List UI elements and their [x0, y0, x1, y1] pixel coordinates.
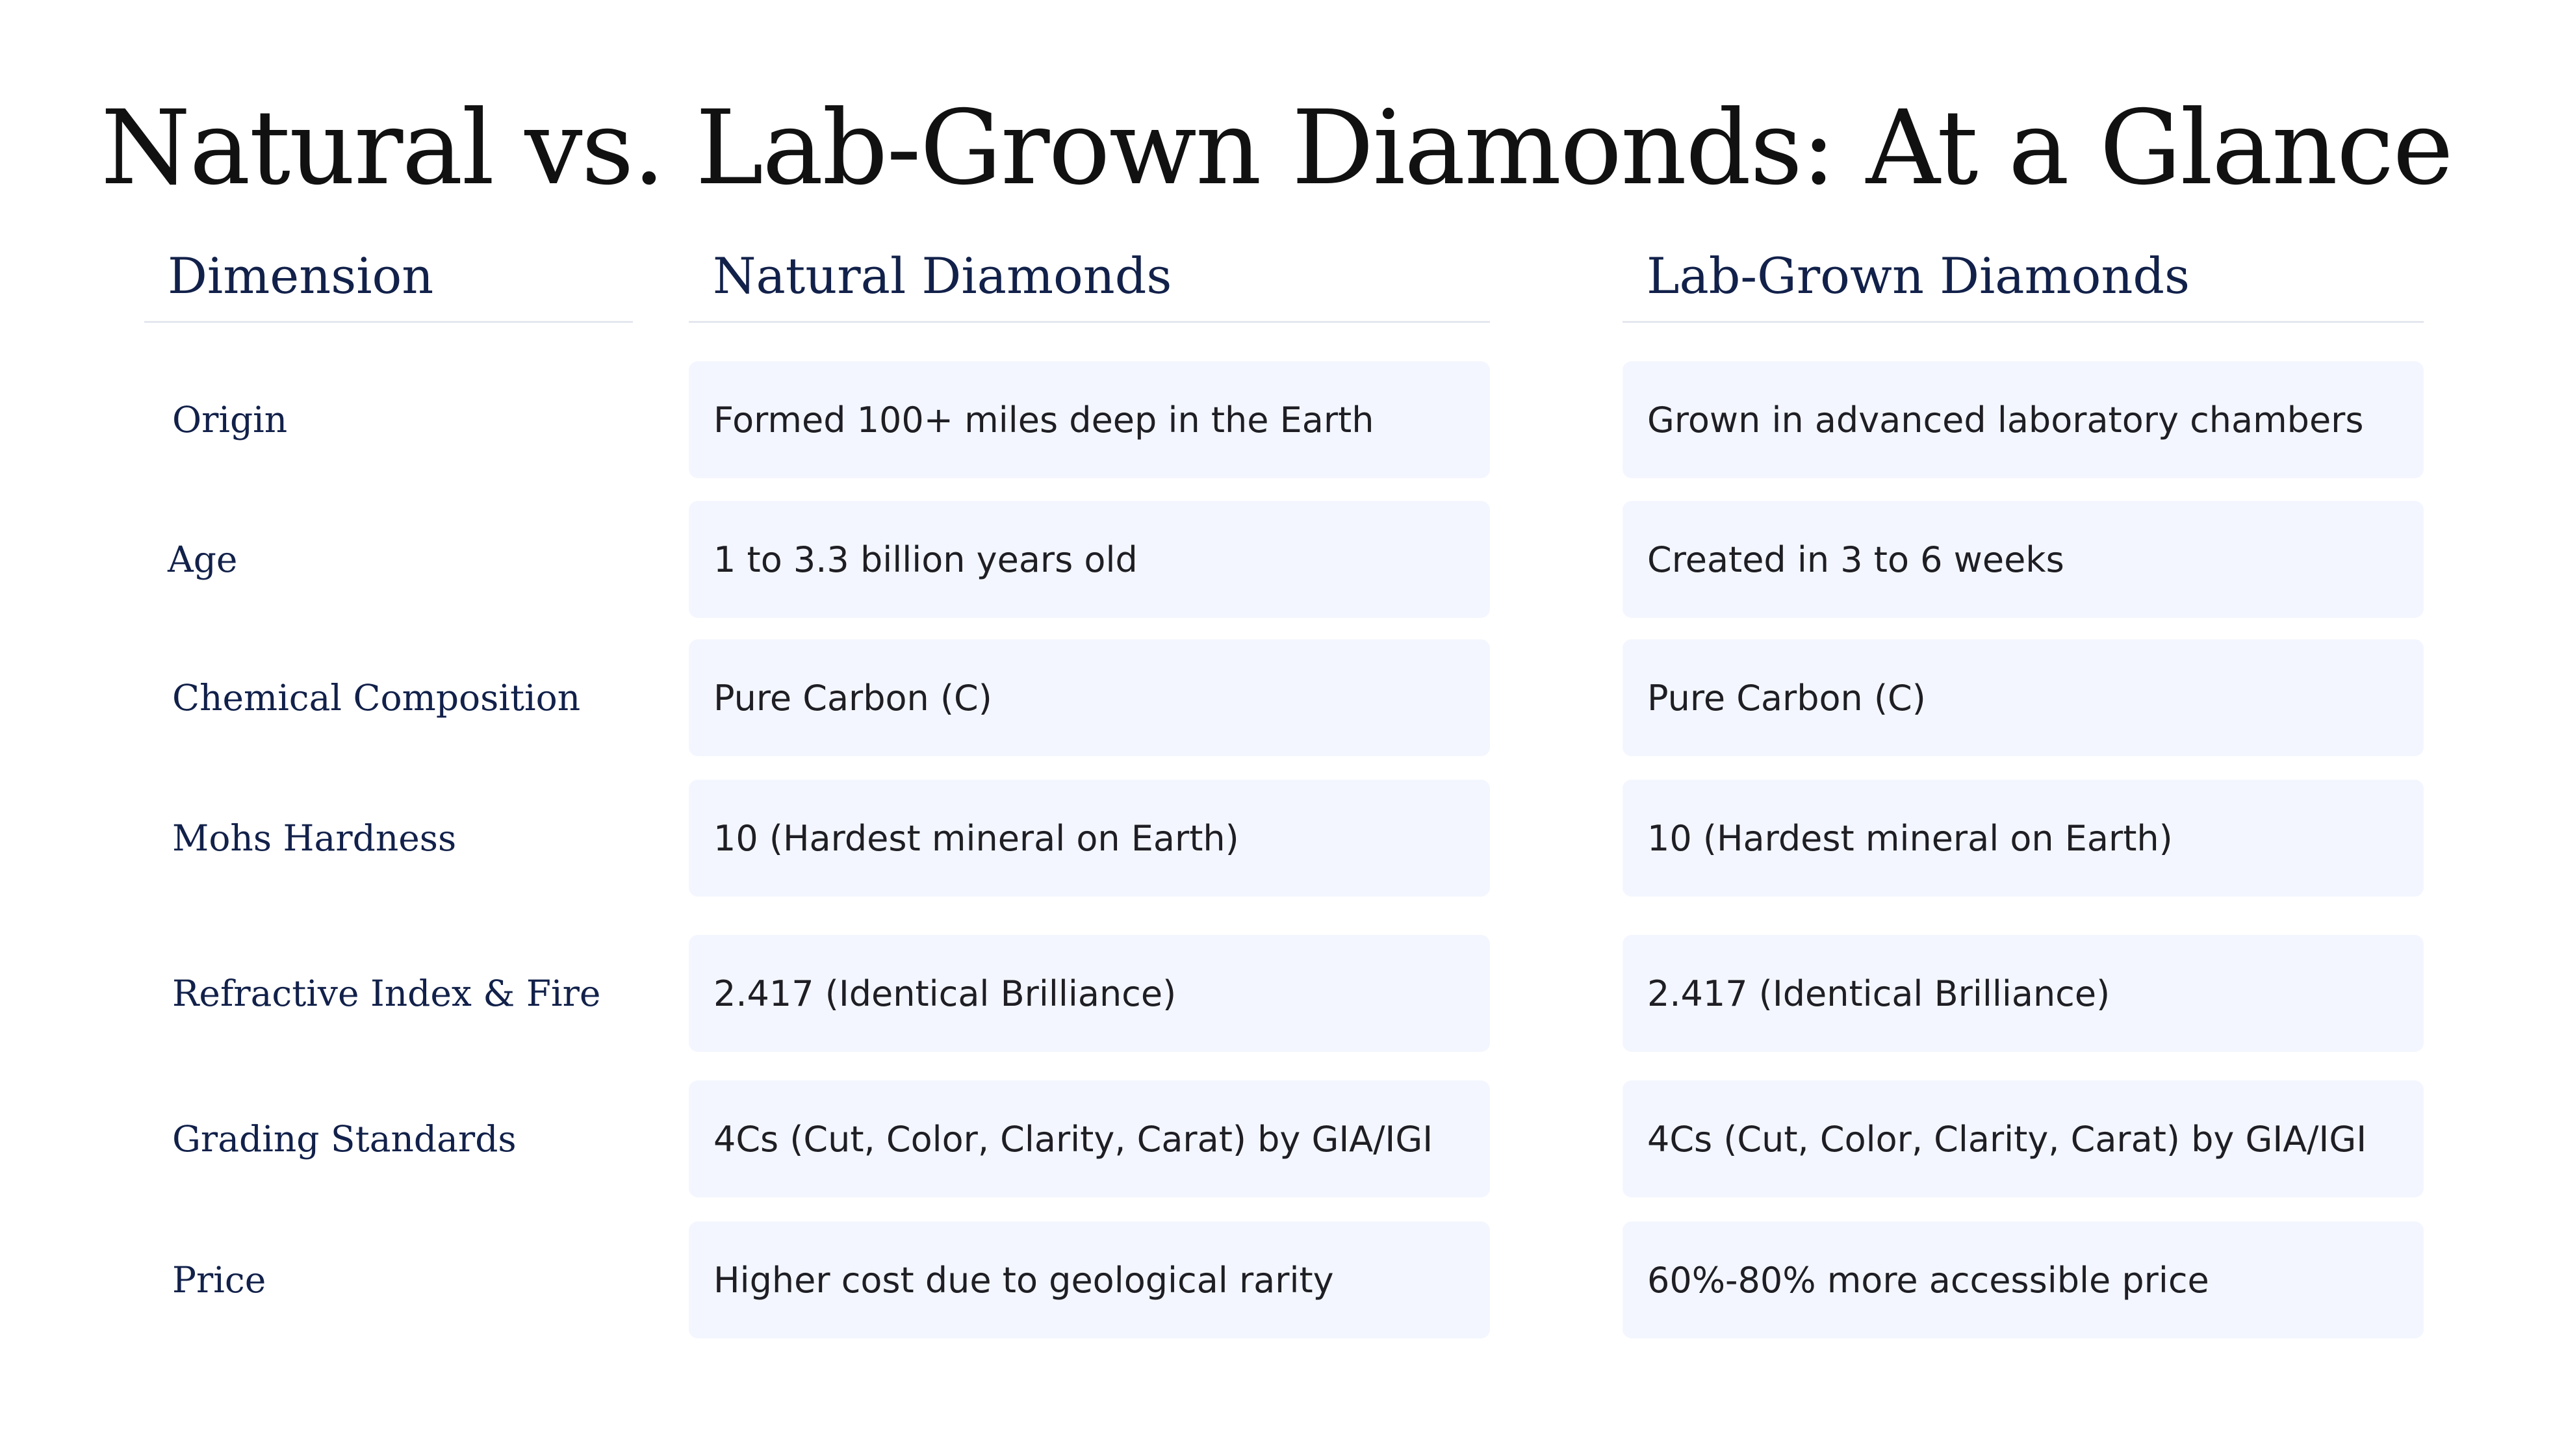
- row-label-refractive-index: Refractive Index & Fire: [172, 973, 601, 1014]
- row-label-price: Price: [172, 1259, 266, 1301]
- cell-natural-chemical-composition: Pure Carbon (C): [689, 639, 1490, 756]
- row-label-age: Age: [168, 539, 238, 580]
- cell-natural-refractive-index: 2.417 (Identical Brilliance): [689, 935, 1490, 1052]
- cell-lab-price: 60%-80% more accessible price: [1623, 1221, 2424, 1338]
- cell-lab-origin: Grown in advanced laboratory chambers: [1623, 361, 2424, 478]
- header-divider-dimension: [144, 321, 633, 323]
- header-dimension: Dimension: [168, 247, 434, 305]
- page-title: Natural vs. Lab-Grown Diamonds: At a Gla…: [101, 88, 2454, 208]
- row-label-mohs-hardness: Mohs Hardness: [172, 817, 457, 859]
- cell-lab-refractive-index: 2.417 (Identical Brilliance): [1623, 935, 2424, 1052]
- header-divider-natural: [689, 321, 1490, 323]
- cell-natural-grading-standards: 4Cs (Cut, Color, Clarity, Carat) by GIA/…: [689, 1080, 1490, 1197]
- row-label-origin: Origin: [172, 399, 288, 441]
- cell-lab-grading-standards: 4Cs (Cut, Color, Clarity, Carat) by GIA/…: [1623, 1080, 2424, 1197]
- cell-lab-age: Created in 3 to 6 weeks: [1623, 501, 2424, 618]
- header-lab-grown-diamonds: Lab-Grown Diamonds: [1647, 247, 2190, 305]
- cell-natural-age: 1 to 3.3 billion years old: [689, 501, 1490, 618]
- cell-lab-chemical-composition: Pure Carbon (C): [1623, 639, 2424, 756]
- cell-lab-mohs-hardness: 10 (Hardest mineral on Earth): [1623, 780, 2424, 897]
- header-divider-lab: [1623, 321, 2424, 323]
- row-label-chemical-composition: Chemical Composition: [172, 677, 581, 719]
- header-natural-diamonds: Natural Diamonds: [713, 247, 1172, 305]
- cell-natural-price: Higher cost due to geological rarity: [689, 1221, 1490, 1338]
- cell-natural-origin: Formed 100+ miles deep in the Earth: [689, 361, 1490, 478]
- cell-natural-mohs-hardness: 10 (Hardest mineral on Earth): [689, 780, 1490, 897]
- row-label-grading-standards: Grading Standards: [172, 1118, 517, 1160]
